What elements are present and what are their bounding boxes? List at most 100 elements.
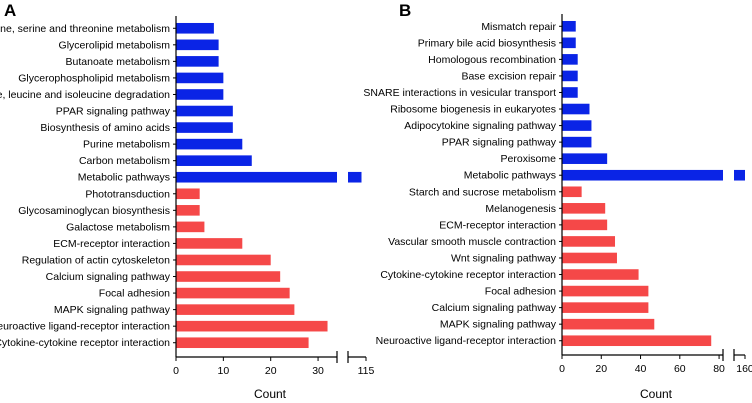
- x-tick-label: 40: [635, 363, 647, 375]
- x-tick-label: 20: [595, 363, 607, 375]
- category-label: ECM-receptor interaction: [439, 219, 556, 231]
- bar-b-12: [562, 203, 606, 214]
- bar-a-2: [176, 39, 219, 51]
- bar-b-9: [562, 153, 608, 164]
- category-label: Base excision repair: [461, 70, 556, 82]
- bar-a-8: [176, 138, 243, 150]
- category-label: PPAR signaling pathway: [56, 106, 171, 118]
- category-label: Neuroactive ligand-receptor interaction: [0, 321, 170, 333]
- category-label: Valine, leucine and isoleucine degradati…: [0, 89, 170, 101]
- panel-b-axes: [559, 14, 746, 361]
- panel-a-tick-labels: 0 10 20 30 115: [173, 365, 374, 377]
- x-tick-label: 30: [312, 365, 324, 377]
- bar-b-5: [562, 87, 578, 98]
- category-label: Metabolic pathways: [78, 172, 170, 184]
- panel-b-tick-labels: 0 20 40 60 80 160: [559, 363, 752, 375]
- bar-b-14: [562, 236, 616, 247]
- category-label: Ribosome biogenesis in eukaryotes: [390, 104, 556, 116]
- category-label: Vascular smooth muscle contraction: [388, 236, 556, 248]
- bar-a-10: [176, 171, 337, 183]
- category-label: Calcium signaling pathway: [46, 271, 171, 283]
- panel-b-label: B: [399, 1, 411, 20]
- bar-a-16: [176, 271, 281, 282]
- bar-b-7: [562, 120, 592, 131]
- category-label: Glycerolipid metabolism: [59, 39, 171, 51]
- category-label: Mismatch repair: [481, 21, 556, 33]
- panel-b-chart: B Mismatch repair Primary bile acid biosy…: [363, 1, 752, 401]
- category-label: Homologous recombination: [428, 54, 556, 66]
- category-label: Neuroactive ligand-receptor interaction: [376, 335, 557, 347]
- panel-a-category-labels: Glycine, serine and threonine metabolism…: [0, 23, 171, 349]
- bar-b-11: [562, 186, 582, 198]
- category-label: Melanogenesis: [485, 203, 556, 215]
- bar-a-15: [176, 254, 271, 266]
- bar-b-1: [562, 20, 576, 32]
- category-label: Cytokine-cytokine receptor interaction: [380, 269, 556, 281]
- x-tick-label: 0: [173, 365, 179, 377]
- panel-a-x-axis-title: Count: [254, 387, 287, 401]
- category-label: Adipocytokine signaling pathway: [404, 120, 557, 132]
- category-label: Calcium signaling pathway: [432, 302, 557, 314]
- category-label: Starch and sucrose metabolism: [409, 186, 556, 198]
- category-label: Glycine, serine and threonine metabolism: [0, 23, 170, 35]
- bar-a-14: [176, 238, 243, 249]
- bar-b-4: [562, 70, 578, 82]
- category-label: Primary bile acid biosynthesis: [418, 37, 556, 49]
- bar-b-16: [562, 269, 639, 280]
- category-label: Metabolic pathways: [464, 170, 556, 182]
- category-label: Focal adhesion: [485, 286, 556, 298]
- category-label: Galactose metabolism: [66, 221, 170, 233]
- bar-b-15: [562, 252, 617, 264]
- panel-a-bars: [176, 22, 362, 349]
- category-label: Butanoate metabolism: [66, 56, 171, 68]
- bar-b-19: [562, 318, 655, 330]
- x-tick-label: 20: [265, 365, 277, 377]
- category-label: MAPK signaling pathway: [54, 304, 171, 316]
- x-tick-label: 115: [358, 365, 375, 377]
- category-label: Purine metabolism: [83, 139, 170, 151]
- x-tick-label: 160: [736, 363, 752, 375]
- bar-b-13: [562, 219, 608, 231]
- category-label: Wnt signaling pathway: [451, 252, 557, 264]
- category-label: Carbon metabolism: [79, 155, 170, 167]
- bar-a-18: [176, 304, 295, 315]
- category-label: ECM-receptor interaction: [53, 238, 170, 250]
- panel-a-axes: [173, 16, 367, 363]
- category-label: Glycosaminoglycan biosynthesis: [18, 205, 170, 217]
- x-tick-label: 0: [559, 363, 565, 375]
- bar-b-10: [562, 169, 723, 181]
- category-label: Cytokine-cytokine receptor interaction: [0, 337, 170, 349]
- bar-a-6: [176, 105, 233, 117]
- bar-a-13: [176, 221, 205, 233]
- bar-b-3: [562, 54, 578, 65]
- panel-b-bars: [562, 20, 745, 347]
- category-label: Peroxisome: [501, 153, 557, 165]
- bar-b-20: [562, 335, 712, 347]
- category-label: MAPK signaling pathway: [440, 319, 557, 331]
- x-tick-label: 80: [713, 363, 725, 375]
- category-label: SNARE interactions in vesicular transpor…: [363, 87, 556, 99]
- bar-b-2: [562, 37, 576, 49]
- category-label: Regulation of actin cytoskeleton: [22, 254, 170, 266]
- bar-a-4: [176, 72, 224, 84]
- panel-a-label: A: [4, 1, 16, 20]
- x-tick-label: 10: [218, 365, 230, 377]
- category-label: Focal adhesion: [99, 288, 170, 300]
- bar-a-20: [176, 337, 309, 349]
- x-tick-label: 60: [674, 363, 686, 375]
- bar-b-17: [562, 285, 649, 297]
- panel-b-category-labels: Mismatch repair Primary bile acid biosynt…: [363, 21, 556, 347]
- panel-a-chart: A Glycine, serine and threonine metaboli…: [0, 1, 375, 401]
- panel-b-x-axis-title: Count: [640, 387, 673, 401]
- bar-a-3: [176, 56, 219, 67]
- bar-a-1: [176, 22, 214, 34]
- bar-a-7: [176, 122, 233, 133]
- bar-b-6: [562, 103, 590, 115]
- category-label: Phototransduction: [85, 188, 170, 200]
- bar-b-10-broken-segment: [734, 169, 745, 181]
- category-label: PPAR signaling pathway: [442, 137, 557, 149]
- bar-a-19: [176, 320, 328, 332]
- bar-b-18: [562, 302, 649, 313]
- category-label: Glycerophospholipid metabolism: [18, 72, 170, 84]
